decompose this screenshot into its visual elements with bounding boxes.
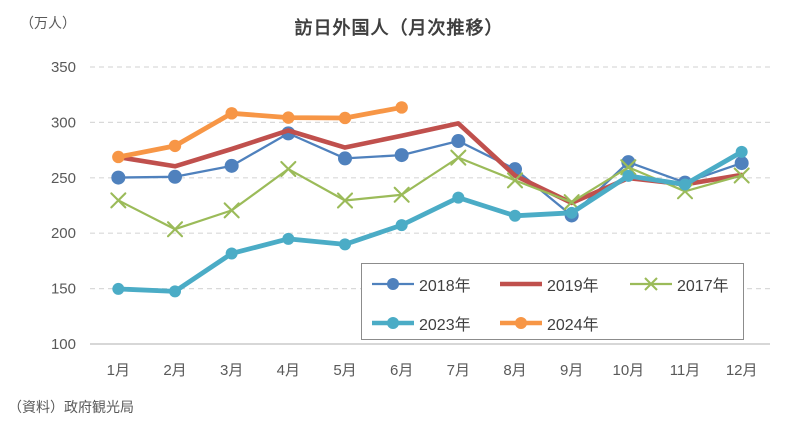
legend-item-2017: 2017年 [629,275,729,295]
series-marker-2018-0 [111,170,126,185]
series-marker-2024-3 [282,111,295,124]
series-marker-2023-5 [395,219,408,232]
series-line-2018 [117,132,743,217]
x-tick-label-11: 11月 [670,362,701,379]
series-marker-2023-6 [452,191,465,204]
series-marker-2017-11 [733,167,750,184]
series-marker-2023-8 [565,206,578,219]
x-tick-label-3: 3月 [220,362,243,379]
series-marker-2018-6 [451,134,466,149]
legend-item-2018: 2018年 [371,275,471,295]
series-marker-2024-4 [338,111,352,125]
legend-label-2019: 2019年 [547,278,599,295]
series-marker-2018-11 [734,156,749,171]
series-marker-2018-4 [338,151,352,166]
series-marker-2023-4 [339,238,351,251]
series-line-2017 [117,156,743,231]
legend-marker-2023 [372,317,414,329]
series-marker-2024-5 [395,101,408,114]
series-marker-2018-2 [224,158,239,173]
legend-item-2019: 2019年 [499,275,599,295]
legend-box: 2018年 2019年 2017年 2023年 2024年 [361,263,744,340]
source-note: （資料）政府観光局 [8,399,134,415]
x-tick-label-6: 6月 [390,362,413,379]
legend-marker-2017 [630,277,672,291]
legend-label-2017: 2017年 [677,278,729,295]
series-marker-2023-0 [112,282,125,295]
series-marker-2017-5 [393,186,410,203]
x-tick-label-10: 10月 [612,362,644,379]
y-tick-label-300: 300 [51,114,76,131]
series-marker-2017-4 [336,192,354,209]
series-marker-2023-10 [679,178,691,191]
series-marker-2017-8 [563,194,580,211]
y-tick-label-200: 200 [51,225,76,242]
x-tick-label-4: 4月 [277,362,300,379]
series-marker-2023-3 [282,232,295,245]
series-marker-2017-6 [450,149,467,166]
legend-marker-2018 [372,278,414,290]
series-marker-2017-7 [506,172,524,189]
legend-item-2024: 2024年 [499,314,599,334]
series-marker-2018-5 [394,148,409,163]
y-tick-label-150: 150 [51,281,76,298]
y-tick-label-350: 350 [51,59,76,76]
legend-marker-2024 [500,317,542,329]
series-marker-2024-0 [112,150,125,164]
series-line-2023 [115,149,745,294]
x-tick-label-8: 8月 [503,362,526,379]
legend-marker-2019 [500,281,542,287]
y-tick-label-250: 250 [51,170,76,187]
y-tick-label-100: 100 [51,336,76,353]
legend-label-2023: 2023年 [419,317,471,334]
series-marker-2018-9 [621,155,636,170]
series-marker-2018-1 [168,169,182,184]
series-marker-2023-7 [509,209,521,222]
y-axis-unit-label: （万人） [20,15,76,31]
x-tick-label-9: 9月 [560,362,583,379]
x-tick-label-5: 5月 [333,362,356,379]
series-line-2019 [116,121,744,206]
x-tick-label-7: 7月 [447,362,470,379]
x-tick-label-2: 2月 [163,362,186,379]
series-marker-2024-2 [225,107,238,120]
chart-title: 訪日外国人（月次推移） [294,18,504,38]
series-marker-2023-9 [622,169,635,182]
series-marker-2017-1 [166,221,184,238]
series-marker-2017-9 [620,159,637,176]
legend-item-2023: 2023年 [371,314,471,334]
x-tick-label-12: 12月 [726,362,758,379]
series-marker-2017-2 [223,202,240,219]
legend-label-2018: 2018年 [419,278,471,295]
series-marker-2017-0 [110,192,127,209]
series-marker-2023-11 [735,145,748,158]
series-marker-2023-1 [169,285,181,298]
series-marker-2023-2 [225,247,238,260]
legend-label-2024: 2024年 [547,317,599,334]
series-line-2024 [115,105,405,160]
x-tick-label-1: 1月 [107,362,130,379]
series-marker-2017-3 [280,160,297,178]
series-marker-2024-1 [168,139,182,153]
